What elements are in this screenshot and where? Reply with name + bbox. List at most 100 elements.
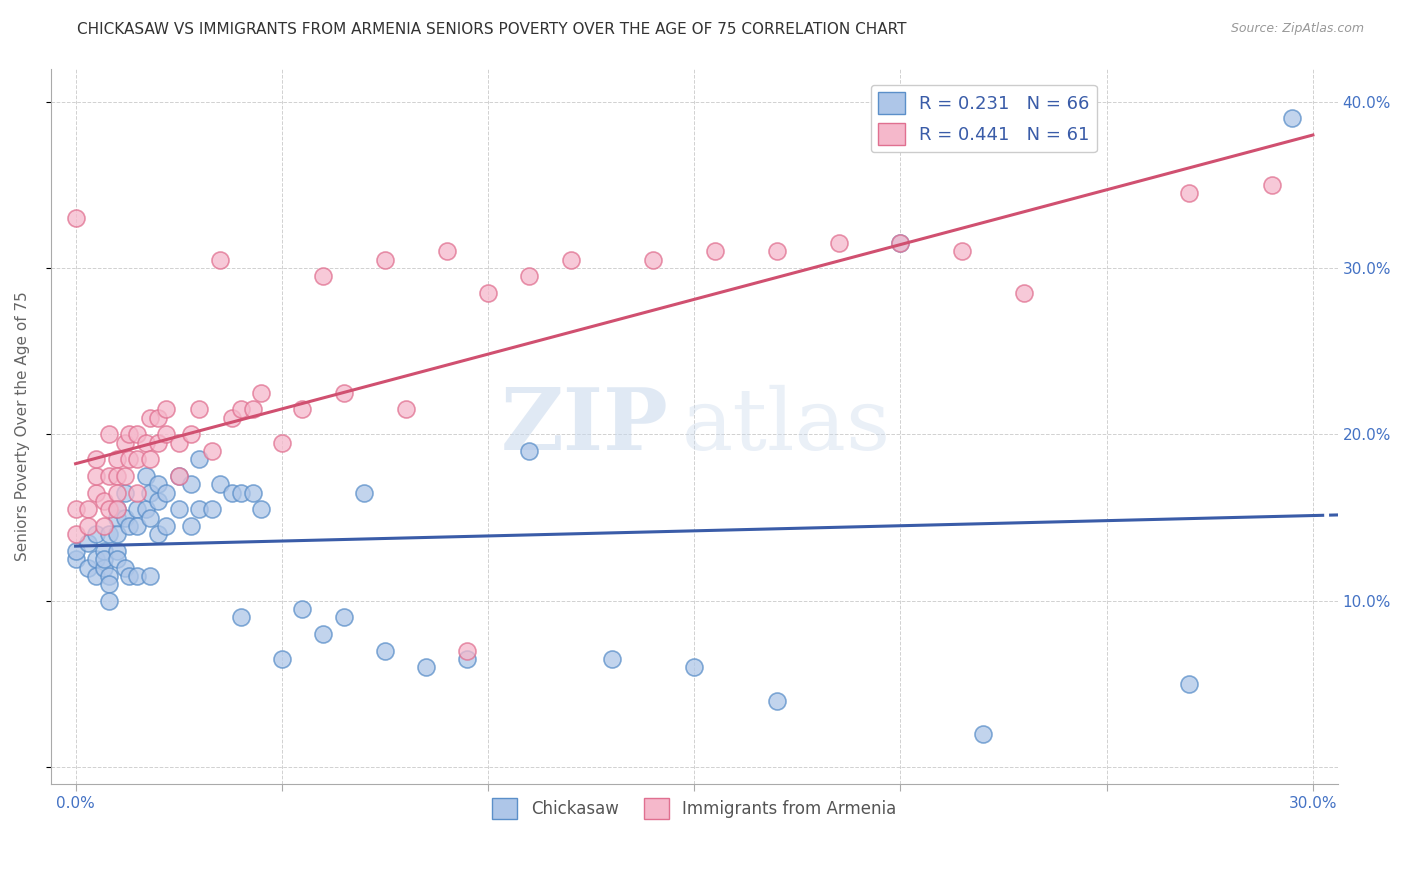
Point [1281,112,1303,126]
Point [97,594,120,608]
Point [291,602,314,616]
Point [105,552,128,566]
Point [105,544,128,558]
Point [93,552,115,566]
Point [1178,186,1201,201]
Point [188,402,211,417]
Point [167,469,190,483]
Point [353,485,375,500]
Point [114,485,136,500]
Point [97,577,120,591]
Point [65,502,87,516]
Point [114,560,136,574]
Point [229,610,252,624]
Point [229,485,252,500]
Point [180,427,202,442]
Point [139,452,162,467]
Point [703,244,725,259]
Point [105,510,128,524]
Point [456,652,478,666]
Text: atlas: atlas [682,384,890,467]
Point [127,569,149,583]
Point [683,660,706,674]
Point [105,452,128,467]
Point [167,435,190,450]
Point [97,502,120,516]
Point [146,494,169,508]
Point [270,435,292,450]
Point [208,252,231,267]
Point [312,627,335,641]
Point [765,244,787,259]
Point [84,485,107,500]
Point [84,452,107,467]
Point [93,560,115,574]
Point [146,435,169,450]
Point [889,236,911,251]
Point [312,269,335,284]
Point [139,410,162,425]
Text: Source: ZipAtlas.com: Source: ZipAtlas.com [1230,22,1364,36]
Point [135,435,157,450]
Point [114,510,136,524]
Point [97,569,120,583]
Point [436,244,458,259]
Point [127,427,149,442]
Point [827,236,849,251]
Point [105,527,128,541]
Point [146,410,169,425]
Point [105,502,128,516]
Point [65,552,87,566]
Point [180,519,202,533]
Point [374,252,396,267]
Point [477,286,499,301]
Point [139,485,162,500]
Point [889,236,911,251]
Point [93,519,115,533]
Point [332,385,354,400]
Point [139,510,162,524]
Point [105,469,128,483]
Point [118,569,141,583]
Point [77,502,100,516]
Point [765,693,787,707]
Point [950,244,973,259]
Point [146,477,169,491]
Point [374,643,396,657]
Point [127,519,149,533]
Point [114,469,136,483]
Point [105,502,128,516]
Point [84,569,107,583]
Point [242,485,264,500]
Point [456,643,478,657]
Point [641,252,664,267]
Point [201,502,224,516]
Point [250,385,273,400]
Point [155,402,177,417]
Point [118,519,141,533]
Point [77,535,100,549]
Point [146,527,169,541]
Point [135,502,157,516]
Point [127,502,149,516]
Point [118,427,141,442]
Point [93,494,115,508]
Point [270,652,292,666]
Point [65,544,87,558]
Point [221,485,243,500]
Point [84,552,107,566]
Point [188,502,211,516]
Point [242,402,264,417]
Point [155,485,177,500]
Point [394,402,416,417]
Point [139,569,162,583]
Point [517,444,540,458]
Point [97,527,120,541]
Point [65,527,87,541]
Point [77,519,100,533]
Point [84,527,107,541]
Point [1178,677,1201,691]
Point [188,452,211,467]
Point [229,402,252,417]
Point [250,502,273,516]
